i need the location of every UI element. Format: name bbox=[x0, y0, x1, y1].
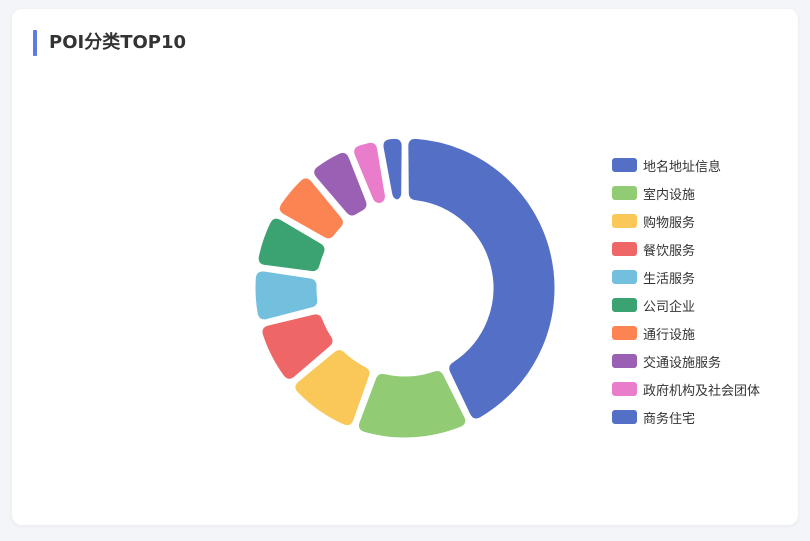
chart-legend: 地名地址信息 室内设施购物服务餐饮服务生活服务公司企业通行设施交通设施服务政府机构… bbox=[612, 151, 760, 431]
legend-item[interactable]: 生活服务 bbox=[612, 263, 760, 291]
legend-item[interactable]: 交通设施服务 bbox=[612, 347, 760, 375]
legend-swatch bbox=[612, 298, 637, 312]
legend-swatch bbox=[612, 382, 637, 396]
pie-slice-2[interactable] bbox=[357, 369, 467, 439]
pie-slice-3[interactable] bbox=[294, 349, 371, 427]
legend-item[interactable]: 公司企业 bbox=[612, 291, 760, 319]
legend-label: 购物服务 bbox=[643, 215, 696, 231]
legend-label: 室内设施 bbox=[643, 187, 696, 203]
title-accent-bar bbox=[33, 30, 37, 56]
legend-label: 交通设施服务 bbox=[643, 355, 722, 371]
legend-swatch bbox=[612, 410, 637, 424]
legend-item[interactable]: 室内设施 bbox=[612, 179, 760, 207]
pie-slice-5[interactable] bbox=[254, 270, 319, 321]
pie-slice-6[interactable] bbox=[257, 217, 326, 273]
pie-slice-4[interactable] bbox=[261, 313, 334, 380]
legend-item[interactable]: 餐饮服务 bbox=[612, 235, 760, 263]
legend-label: 通行设施 bbox=[643, 327, 696, 343]
legend-label: 商务住宅 bbox=[643, 411, 696, 427]
legend-swatch bbox=[612, 354, 637, 368]
legend-item[interactable]: 政府机构及社会团体 bbox=[612, 375, 760, 403]
legend-swatch bbox=[612, 214, 637, 228]
legend-label: 地名地址信息 bbox=[643, 159, 722, 175]
legend-swatch bbox=[612, 186, 637, 200]
pie-slice-1[interactable] bbox=[407, 137, 556, 420]
pie-slice-9[interactable] bbox=[353, 141, 386, 205]
legend-swatch bbox=[612, 158, 637, 172]
legend-swatch bbox=[612, 242, 637, 256]
pie-slice-7[interactable] bbox=[278, 177, 344, 240]
pie-slice-8[interactable] bbox=[313, 151, 368, 217]
legend-label: 公司企业 bbox=[643, 299, 696, 315]
chart-title: POI分类TOP10 bbox=[49, 32, 187, 53]
legend-item[interactable]: 通行设施 bbox=[612, 319, 760, 347]
legend-item[interactable]: 商务住宅 bbox=[612, 403, 760, 431]
legend-label: 餐饮服务 bbox=[643, 243, 696, 259]
legend-swatch bbox=[612, 270, 637, 284]
legend-item[interactable]: 购物服务 bbox=[612, 207, 760, 235]
chart-card: POI分类TOP10 地名地址信息 室内设施购物服务餐饮服务生活服务公司企业通行设… bbox=[12, 9, 798, 525]
legend-item[interactable]: 地名地址信息 bbox=[612, 151, 760, 179]
legend-swatch bbox=[612, 326, 637, 340]
legend-label: 政府机构及社会团体 bbox=[643, 383, 761, 399]
pie-slice-10[interactable] bbox=[382, 137, 403, 202]
legend-label: 生活服务 bbox=[643, 271, 696, 287]
donut-chart bbox=[254, 137, 556, 439]
